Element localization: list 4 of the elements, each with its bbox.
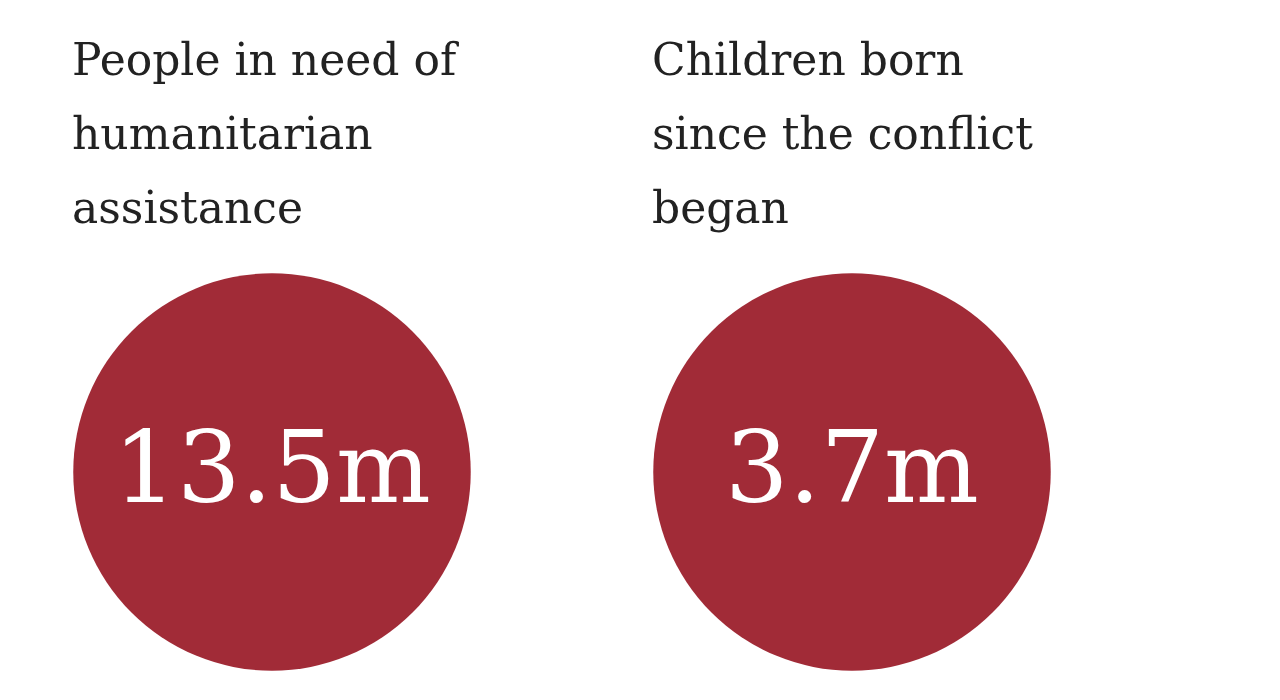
text: Children born since the conflict began [652, 34, 1034, 233]
data-label: 13.5m [113, 409, 431, 526]
text: People in need of humanitarian assistance [72, 34, 459, 233]
data-label: 3.7m [725, 409, 979, 526]
